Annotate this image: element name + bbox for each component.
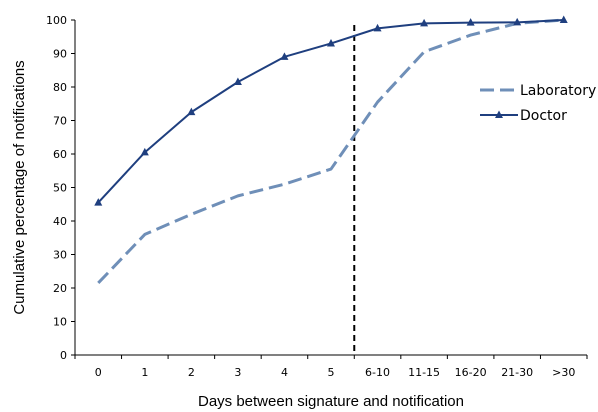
- x-tick-label: 4: [281, 366, 288, 379]
- x-tick-label: 2: [188, 366, 195, 379]
- x-tick-label: >30: [552, 366, 575, 379]
- data-point-doctor: [94, 198, 103, 206]
- series-line-doctor: [97, 19, 564, 204]
- legend: Laboratory Doctor: [480, 83, 596, 124]
- tick-labels: 0 10 20 30 40 50 60 70 80 90 100 0 1 2 3 4 5 6-10 11-15 16-…: [46, 14, 575, 379]
- series-line-laboratory: [97, 18, 564, 285]
- data-point-doctor: [373, 23, 382, 32]
- x-tick-label: 21-30: [501, 366, 533, 379]
- data-point-doctor: [466, 18, 475, 26]
- x-tick-label: 5: [328, 366, 335, 379]
- legend-label-laboratory: Laboratory: [520, 83, 596, 99]
- x-tick-label: 16-20: [455, 366, 487, 379]
- data-point-doctor: [187, 107, 196, 116]
- y-axis-title: Cumulative percentage of notifications: [11, 60, 28, 314]
- y-tick-label: 0: [60, 349, 67, 362]
- x-tick-label: 3: [234, 366, 241, 379]
- x-axis-title: Days between signature and notification: [198, 393, 464, 410]
- data-point-doctor: [559, 15, 568, 23]
- y-tick-label: 40: [53, 215, 67, 228]
- y-tick-label: 30: [53, 249, 67, 262]
- axis-titles: Days between signature and notification …: [11, 60, 464, 410]
- data-point-doctor: [327, 38, 335, 47]
- y-tick-label: 10: [53, 316, 67, 329]
- axes: [71, 19, 588, 359]
- y-tick-label: 50: [53, 182, 67, 195]
- y-tick-label: 70: [53, 115, 67, 128]
- data-point-doctor: [280, 52, 289, 60]
- y-tick-label: 60: [53, 148, 67, 161]
- data-point-doctor: [140, 147, 149, 156]
- y-tick-label: 20: [53, 282, 67, 295]
- y-tick-label: 100: [46, 14, 67, 27]
- data-point-doctor: [420, 18, 429, 27]
- legend-label-doctor: Doctor: [520, 108, 567, 124]
- x-tick-label: 0: [95, 366, 102, 379]
- x-tick-label: 6-10: [365, 366, 390, 379]
- x-tick-label: 11-15: [408, 366, 440, 379]
- legend-marker-doctor: [495, 110, 503, 118]
- x-tick-label: 1: [141, 366, 148, 379]
- data-point-doctor: [233, 77, 242, 85]
- y-tick-label: 80: [53, 81, 67, 94]
- data-point-doctor: [513, 17, 522, 26]
- series-layer: [94, 15, 568, 285]
- y-tick-label: 90: [53, 48, 67, 61]
